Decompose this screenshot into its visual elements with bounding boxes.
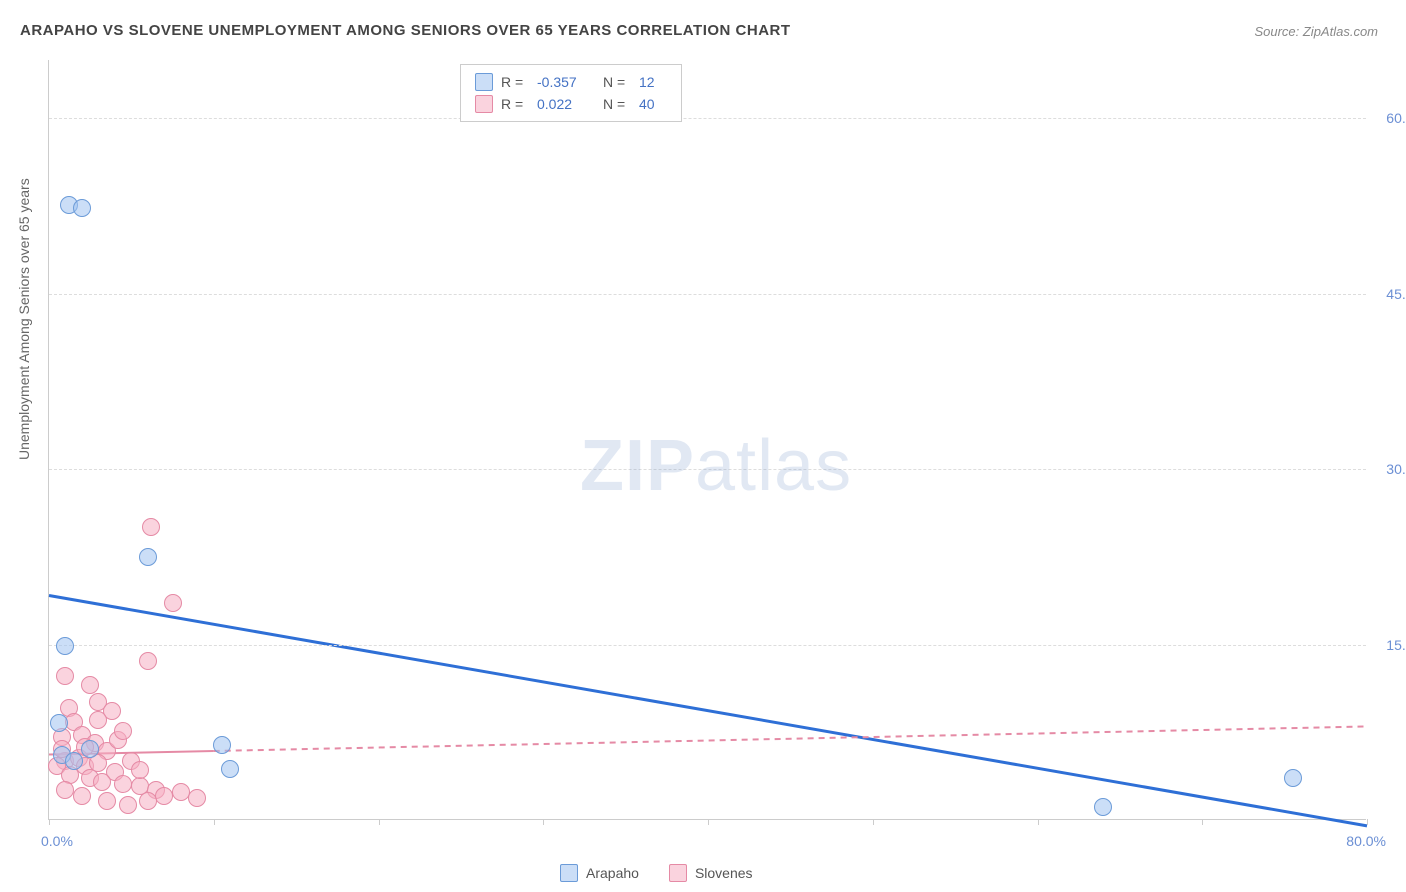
data-point-slovenes — [89, 711, 107, 729]
data-point-slovenes — [155, 787, 173, 805]
x-tick-label: 80.0% — [1346, 833, 1386, 849]
swatch-arapaho — [475, 73, 493, 91]
legend-row-slovenes: R = 0.022 N = 40 — [475, 93, 667, 115]
grid-line — [49, 118, 1366, 119]
correlation-legend: R = -0.357 N = 12 R = 0.022 N = 40 — [460, 64, 682, 122]
data-point-slovenes — [131, 761, 149, 779]
n-label: N = — [603, 71, 631, 93]
series-legend: Arapaho Slovenes — [560, 864, 753, 882]
legend-label-arapaho: Arapaho — [586, 865, 639, 881]
r-label: R = — [501, 71, 529, 93]
x-tick — [1038, 819, 1039, 825]
data-point-arapaho — [56, 637, 74, 655]
n-value-slovenes: 40 — [639, 93, 667, 115]
data-point-arapaho — [50, 714, 68, 732]
x-tick — [708, 819, 709, 825]
data-point-slovenes — [73, 787, 91, 805]
x-tick — [214, 819, 215, 825]
data-point-slovenes — [81, 676, 99, 694]
regression-line-arapaho — [49, 596, 1367, 826]
grid-line — [49, 294, 1366, 295]
x-tick — [873, 819, 874, 825]
data-point-arapaho — [81, 740, 99, 758]
grid-line — [49, 469, 1366, 470]
y-tick-label: 45.0% — [1386, 286, 1406, 302]
legend-item-arapaho: Arapaho — [560, 864, 639, 882]
data-point-arapaho — [65, 752, 83, 770]
swatch-slovenes — [669, 864, 687, 882]
y-tick-label: 60.0% — [1386, 110, 1406, 126]
r-value-slovenes: 0.022 — [537, 93, 595, 115]
data-point-arapaho — [213, 736, 231, 754]
grid-line — [49, 645, 1366, 646]
data-point-arapaho — [221, 760, 239, 778]
y-tick-label: 30.0% — [1386, 461, 1406, 477]
r-label: R = — [501, 93, 529, 115]
n-value-arapaho: 12 — [639, 71, 667, 93]
data-point-slovenes — [119, 796, 137, 814]
source-attribution: Source: ZipAtlas.com — [1254, 24, 1378, 39]
data-point-slovenes — [172, 783, 190, 801]
data-point-slovenes — [164, 594, 182, 612]
x-tick — [1367, 819, 1368, 825]
swatch-slovenes — [475, 95, 493, 113]
data-point-slovenes — [56, 781, 74, 799]
data-point-arapaho — [1094, 798, 1112, 816]
data-point-arapaho — [73, 199, 91, 217]
regression-line-slovenes — [214, 726, 1367, 751]
x-tick — [1202, 819, 1203, 825]
data-point-slovenes — [56, 667, 74, 685]
data-point-arapaho — [1284, 769, 1302, 787]
scatter-plot-area: 15.0%30.0%45.0%60.0%0.0%80.0% — [48, 60, 1366, 820]
swatch-arapaho — [560, 864, 578, 882]
data-point-arapaho — [139, 548, 157, 566]
legend-row-arapaho: R = -0.357 N = 12 — [475, 71, 667, 93]
data-point-slovenes — [142, 518, 160, 536]
legend-label-slovenes: Slovenes — [695, 865, 753, 881]
n-label: N = — [603, 93, 631, 115]
x-tick-label: 0.0% — [41, 833, 73, 849]
data-point-slovenes — [98, 792, 116, 810]
y-axis-label: Unemployment Among Seniors over 65 years — [16, 178, 32, 460]
data-point-slovenes — [114, 775, 132, 793]
x-tick — [379, 819, 380, 825]
data-point-slovenes — [114, 722, 132, 740]
chart-title: ARAPAHO VS SLOVENE UNEMPLOYMENT AMONG SE… — [20, 22, 791, 39]
data-point-slovenes — [139, 652, 157, 670]
data-point-slovenes — [93, 773, 111, 791]
data-point-slovenes — [139, 792, 157, 810]
x-tick — [49, 819, 50, 825]
y-tick-label: 15.0% — [1386, 637, 1406, 653]
r-value-arapaho: -0.357 — [537, 71, 595, 93]
legend-item-slovenes: Slovenes — [669, 864, 753, 882]
data-point-slovenes — [188, 789, 206, 807]
regression-lines-layer — [49, 60, 1366, 819]
x-tick — [543, 819, 544, 825]
